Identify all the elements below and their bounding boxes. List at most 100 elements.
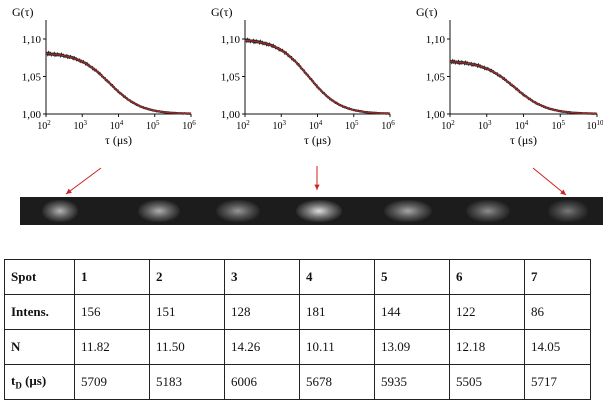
x-tick-exponent: 3 xyxy=(283,119,287,127)
table-cell: 14.05 xyxy=(524,329,591,365)
y-tick-label: 1,00 xyxy=(221,109,241,121)
fcs-chart-2: 1,00 1,05 1,10 102 103 104 105 106 G(τ) τ (μs) xyxy=(211,5,395,147)
y-tick-label: 1,10 xyxy=(426,34,446,46)
x-tick-label: 105 xyxy=(146,119,160,132)
x-tick-label: 103 xyxy=(273,119,287,132)
table-cell: 5709 xyxy=(74,364,150,400)
x-tick-label: 102 xyxy=(441,119,455,132)
x-tick-label: 102 xyxy=(236,119,250,132)
table-cell: 86 xyxy=(524,294,591,330)
x-axis-label: τ (μs) xyxy=(105,133,132,147)
data-series xyxy=(244,37,391,115)
fluorescence-spot xyxy=(216,200,260,222)
table-cell: 12.18 xyxy=(449,329,525,365)
table-cell: 5717 xyxy=(524,364,591,400)
x-tick-label: 103 xyxy=(478,119,492,132)
table-cell: 13.09 xyxy=(374,329,450,365)
x-axis-label: τ (μs) xyxy=(304,133,331,147)
y-tick-label: 1,10 xyxy=(221,34,241,46)
table-cell: 14.26 xyxy=(224,329,300,365)
x-tick-label: 104 xyxy=(515,119,529,132)
data-series xyxy=(45,50,192,115)
x-tick-exponent: 2 xyxy=(47,119,51,127)
fluorescence-spot xyxy=(466,200,510,222)
table-row: Intens. 156 151 128 181 144 122 86 xyxy=(4,294,591,330)
x-tick-label: 1010 xyxy=(587,119,603,132)
row-label: N xyxy=(4,329,75,365)
row-label: Intens. xyxy=(4,294,75,330)
table-cell: 128 xyxy=(224,294,300,330)
table-row: tD (μs) 5709 5183 6006 5678 5935 5505 57… xyxy=(4,364,591,400)
table-cell: 7 xyxy=(524,259,591,295)
data-series xyxy=(449,58,598,115)
x-axis-label: τ (μs) xyxy=(510,133,537,147)
row-label-sub: D xyxy=(15,380,22,391)
table-cell: 122 xyxy=(449,294,525,330)
x-tick-exponent: 3 xyxy=(488,119,492,127)
x-tick-label: 104 xyxy=(110,119,124,132)
table-cell: 11.50 xyxy=(149,329,225,365)
intensity-strip-image xyxy=(20,197,603,225)
x-tick-exponent: 2 xyxy=(246,119,250,127)
arrow-head xyxy=(560,189,566,195)
table-cell: 156 xyxy=(74,294,150,330)
table-cell: 5183 xyxy=(149,364,225,400)
table-cell: 1 xyxy=(74,259,150,295)
x-tick-exponent: 5 xyxy=(355,119,359,127)
table-cell: 3 xyxy=(224,259,300,295)
table-cell: 6006 xyxy=(224,364,300,400)
x-tick-label: 106 xyxy=(381,119,395,132)
x-tick-exponent: 2 xyxy=(451,119,455,127)
y-axis-label: G(τ) xyxy=(416,5,437,19)
table-cell: 10.11 xyxy=(299,329,375,365)
arrow-head xyxy=(66,188,72,194)
row-label: Spot xyxy=(4,259,75,295)
row-label: tD (μs) xyxy=(4,364,75,400)
row-label-t: t xyxy=(11,373,16,389)
x-tick-exponent: 10 xyxy=(597,119,603,127)
y-axis-label: G(τ) xyxy=(211,5,232,19)
table-cell: 5505 xyxy=(449,364,525,400)
y-tick-label: 1,10 xyxy=(22,34,42,46)
pointer-arrow xyxy=(65,167,102,195)
table-cell: 4 xyxy=(299,259,375,295)
x-tick-exponent: 6 xyxy=(391,119,395,127)
row-label-unit: (μs) xyxy=(21,373,47,389)
table-cell: 2 xyxy=(149,259,225,295)
y-tick-label: 1,05 xyxy=(22,72,42,84)
x-tick-label: 105 xyxy=(345,119,359,132)
fit-curve xyxy=(46,53,192,115)
table-cell: 151 xyxy=(149,294,225,330)
table-cell: 11.82 xyxy=(74,329,150,365)
fluorescence-spot xyxy=(384,200,432,222)
x-tick-exponent: 5 xyxy=(156,119,160,127)
x-tick-label: 106 xyxy=(182,119,196,132)
fit-curve xyxy=(244,39,390,115)
table-row: Spot 1 2 3 4 5 6 7 xyxy=(4,259,591,295)
table-cell: 181 xyxy=(299,294,375,330)
fluorescence-spot xyxy=(138,200,180,222)
fluorescence-spot xyxy=(296,200,342,222)
y-tick-label: 1,05 xyxy=(426,72,446,84)
y-tick-label: 1,00 xyxy=(426,109,446,121)
table-cell: 5 xyxy=(374,259,450,295)
x-tick-exponent: 6 xyxy=(192,119,196,127)
x-tick-label: 104 xyxy=(309,119,323,132)
fcs-chart-1: 1,00 1,05 1,10 102 103 104 105 106 G(τ) τ (μs) xyxy=(12,5,196,147)
table-cell: 5678 xyxy=(299,364,375,400)
table-cell: 144 xyxy=(374,294,450,330)
x-tick-exponent: 4 xyxy=(525,119,529,127)
table-cell: 5935 xyxy=(374,364,450,400)
arrow-head xyxy=(314,184,320,190)
table-row: N 11.82 11.50 14.26 10.11 13.09 12.18 14… xyxy=(4,329,591,365)
x-tick-exponent: 4 xyxy=(319,119,323,127)
x-tick-exponent: 5 xyxy=(562,119,566,127)
spot-table: Spot 1 2 3 4 5 6 7 Intens. 156 151 128 1… xyxy=(4,259,591,400)
table-cell: 6 xyxy=(449,259,525,295)
y-tick-label: 1,05 xyxy=(221,72,241,84)
y-axis-label: G(τ) xyxy=(12,5,33,19)
x-tick-label: 105 xyxy=(552,119,566,132)
pointer-arrow xyxy=(532,167,567,196)
